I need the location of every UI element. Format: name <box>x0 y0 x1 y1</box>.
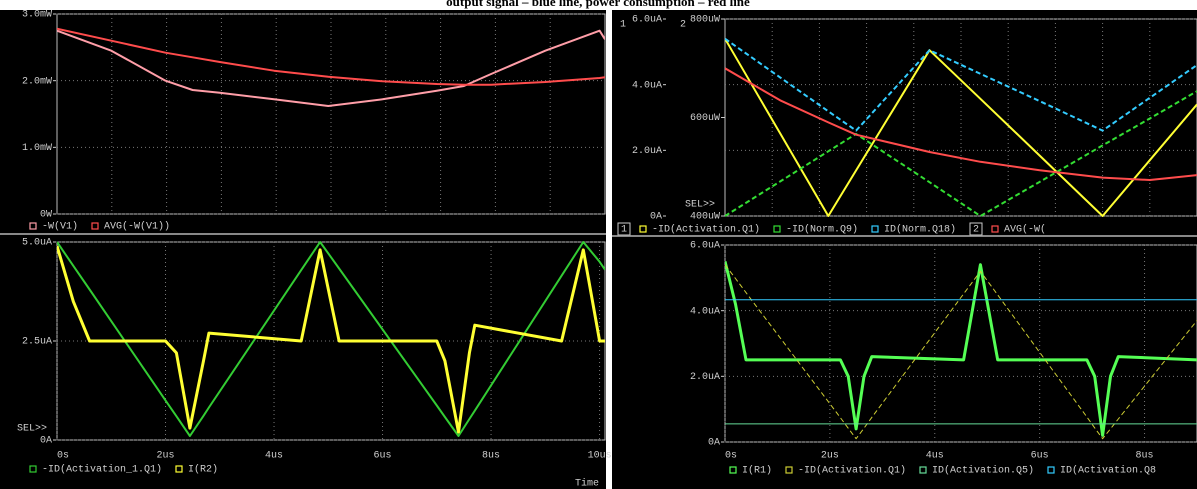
y-tick-label: 2.5uA <box>22 337 52 348</box>
y-tick-label: 3.0mW <box>22 10 52 21</box>
series-line <box>725 38 1197 217</box>
legend-marker <box>871 225 879 233</box>
series-line <box>57 245 605 434</box>
left-panel <box>0 10 606 489</box>
legend-marker <box>91 222 99 230</box>
y-tick-label: 5.0uA <box>22 238 52 249</box>
legend-label: -ID(Activation_1.Q1) <box>42 464 162 476</box>
legend-axis-box <box>617 222 631 236</box>
y-tick-label: 6.0uA <box>690 241 720 252</box>
x-tick-label: 4us <box>926 451 944 462</box>
legend-label: I(R2) <box>188 464 218 476</box>
x-tick-label: 0s <box>57 451 69 462</box>
x-tick-label: 2us <box>821 451 839 462</box>
legend-label: -ID(Activation.Q1) <box>652 224 760 236</box>
y-tick-label: 0A <box>650 212 662 223</box>
y2-tick-label: 600uW <box>690 113 720 124</box>
legend-marker <box>729 466 737 474</box>
x-tick-label: 6us <box>374 451 392 462</box>
sel-label: SEL>> <box>17 424 47 435</box>
y-tick-label: 0W <box>40 210 52 221</box>
x-axis-label: Time <box>575 478 599 489</box>
axis-number: 1 <box>620 20 626 31</box>
y-tick-label: 0A <box>708 438 720 449</box>
legend-label: AVG(-W( <box>1004 224 1046 236</box>
x-tick-label: 4us <box>265 451 283 462</box>
legend-label: -ID(Activation.Q1) <box>798 465 906 477</box>
legend-label: ID(Norm.Q18) <box>884 224 956 236</box>
y-tick-label: 6.0uA <box>632 15 662 26</box>
legend-label: ID(Activation.Q5) <box>932 465 1034 477</box>
legend-marker <box>639 225 647 233</box>
series-line <box>725 90 1197 217</box>
y-tick-label: 2.0uA <box>632 146 662 157</box>
legend-label: -ID(Norm.Q9) <box>786 224 858 236</box>
legend-marker <box>991 225 999 233</box>
y-tick-label: 4.0uA <box>632 80 662 91</box>
legend-label: -W(V1) <box>42 221 78 233</box>
y-tick-label: 0A <box>40 436 52 447</box>
series-line <box>57 29 605 107</box>
axis-number: 2 <box>680 20 686 31</box>
legend-marker <box>29 465 37 473</box>
legend-marker <box>29 222 37 230</box>
page-title: output signal – blue line, power consump… <box>446 0 750 9</box>
x-tick-label: 2us <box>157 451 175 462</box>
x-tick-label: 10us <box>588 451 612 462</box>
series-line <box>725 37 1197 132</box>
x-tick-label: 6us <box>1031 451 1049 462</box>
y-tick-label: 1.0mW <box>22 143 52 154</box>
series-line <box>725 261 1197 437</box>
y-tick-label: 4.0uA <box>690 306 720 317</box>
divider <box>0 233 606 235</box>
legend-label: ID(Activation.Q8 <box>1060 465 1156 477</box>
series-line <box>57 241 605 437</box>
legend-axis-number: 2 <box>973 225 979 236</box>
y2-tick-label: 800uW <box>690 15 720 26</box>
y2-tick-label: 400uW <box>690 212 720 223</box>
legend-marker <box>773 225 781 233</box>
legend-axis-number: 1 <box>621 225 627 236</box>
x-tick-label: 8us <box>482 451 500 462</box>
series-line <box>57 27 605 86</box>
legend-marker <box>919 466 927 474</box>
x-tick-label: 8us <box>1136 451 1154 462</box>
y-tick-label: 2.0mW <box>22 76 52 87</box>
sel-label: SEL>> <box>685 200 715 211</box>
y-tick-label: 2.0uA <box>690 372 720 383</box>
legend-axis-box <box>969 222 983 236</box>
series-line <box>725 264 1197 440</box>
legend-marker <box>175 465 183 473</box>
x-tick-label: 0s <box>725 451 737 462</box>
legend-marker <box>785 466 793 474</box>
legend-label: I(R1) <box>742 465 772 477</box>
legend-marker <box>1047 466 1055 474</box>
divider <box>612 235 1197 237</box>
legend-label: AVG(-W(V1)) <box>104 221 170 233</box>
series-line <box>725 67 1197 181</box>
